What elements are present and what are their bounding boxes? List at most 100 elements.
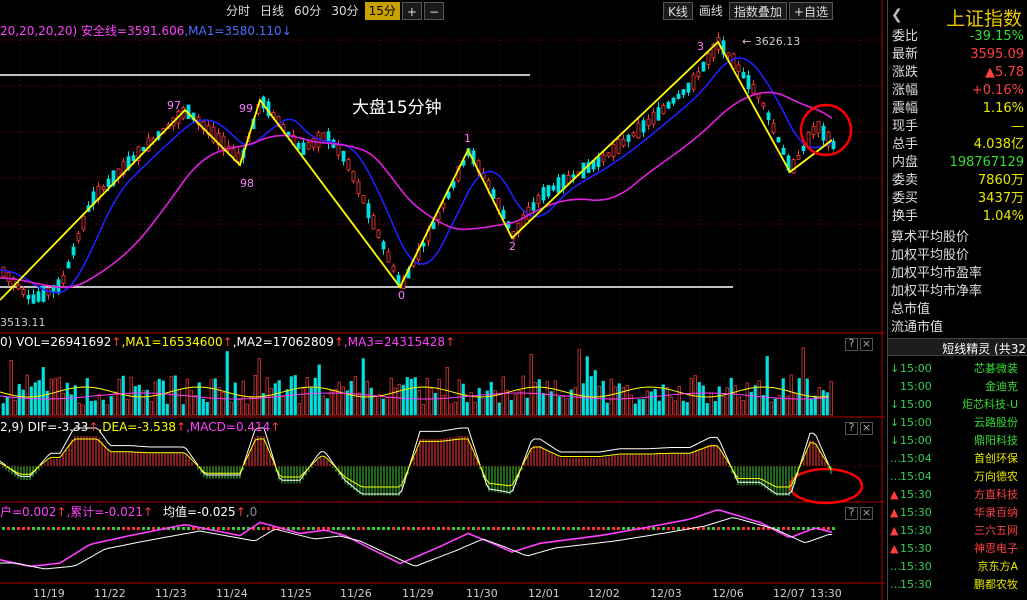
indicator-dot: [832, 527, 835, 530]
candle-body: [121, 160, 126, 176]
indicator-dot: [662, 527, 665, 530]
volume-bar: [245, 403, 249, 416]
index-stat-item[interactable]: 加权平均市盈率: [891, 266, 983, 281]
macd-panel-close-button[interactable]: ×: [860, 421, 873, 435]
alert-row[interactable]: … 15:30 京东方A: [890, 558, 1026, 576]
indicator-dot: [192, 527, 195, 530]
indicator-dot: [497, 527, 500, 530]
zoom-in-button[interactable]: +: [401, 2, 422, 20]
chart-canvas[interactable]: 97 99 98 1 0 2 3 ← 3626.13 3513.11 大盘15分钟 11/19 11/…: [0, 0, 885, 600]
alert-row[interactable]: ↓ 15:00 云路股份: [890, 414, 1026, 432]
volume-bar: [653, 389, 657, 416]
candle-body: [76, 232, 81, 241]
alert-row[interactable]: ▲ 15:30 神思电子: [890, 540, 1026, 558]
candle-body: [441, 202, 446, 209]
volume-bar: [21, 389, 25, 416]
volume-bar: [797, 378, 801, 416]
volume-bar: [465, 402, 469, 416]
volume-bar: [133, 386, 137, 416]
volume-bar: [777, 395, 781, 416]
wave-line: [0, 40, 833, 301]
candle-body: [556, 177, 561, 193]
indicator-dot: [802, 527, 805, 530]
alert-row[interactable]: 15:00 金迪克: [890, 378, 1026, 396]
indicator-dot: [462, 527, 465, 530]
index-stat-item[interactable]: 加权平均股价: [891, 248, 970, 263]
index-stat-item[interactable]: 加权平均市净率: [891, 284, 983, 299]
indicator-dot: [52, 527, 55, 530]
vol-panel-close-button[interactable]: ×: [860, 337, 873, 351]
candle-body: [131, 155, 136, 162]
volume-bar: [397, 384, 401, 416]
volume-bar: [505, 389, 509, 416]
alert-row[interactable]: ▲ 15:30 三六五网: [890, 522, 1026, 540]
kline-button[interactable]: K线: [663, 2, 693, 20]
ind3-panel-close-button[interactable]: ×: [860, 506, 873, 520]
period-fenshi-button[interactable]: 分时: [226, 4, 251, 18]
volume-bar: [373, 396, 377, 416]
indicator-dot: [437, 527, 440, 530]
alert-mark-icon: ▲: [890, 488, 899, 501]
indicator-dot: [562, 527, 565, 530]
ind3-panel-menu-button[interactable]: ?: [845, 507, 858, 520]
volume-bar: [365, 380, 369, 416]
add-watchlist-button[interactable]: +自选: [788, 2, 833, 20]
chart-area[interactable]: 97 99 98 1 0 2 3 ← 3626.13 3513.11 大盘15分钟 11/19 11/…: [0, 0, 885, 600]
volume-bar: [789, 374, 793, 416]
indicator-dot: [612, 527, 615, 530]
macd-panel-menu-button[interactable]: ?: [845, 422, 858, 435]
candle-body: [636, 122, 641, 139]
candle-body: [781, 147, 786, 155]
index-overlay-button[interactable]: 指数叠加: [728, 2, 787, 20]
volume-bar: [441, 394, 445, 416]
indicator-dot: [667, 527, 670, 530]
alert-row[interactable]: ↓ 15:00 鼎阳科技: [890, 432, 1026, 450]
volume-bar: [569, 389, 573, 416]
alert-row[interactable]: … 15:04 万向德农: [890, 468, 1026, 486]
volume-bar: [5, 397, 9, 416]
quote-row: 总手 4.038亿: [892, 136, 1024, 154]
alert-row[interactable]: … 15:30 鹏都农牧: [890, 576, 1026, 594]
vol-arrow: ↑: [111, 335, 122, 349]
period-30min-button[interactable]: 30分: [331, 4, 359, 18]
drawline-button[interactable]: 画线: [698, 4, 723, 18]
volume-bar: [277, 380, 281, 416]
volume-bar: [669, 396, 673, 416]
back-arrow-icon[interactable]: ❮: [891, 7, 903, 23]
alert-row[interactable]: ↓ 15:00 芯碁微装: [890, 360, 1026, 378]
period-15min-button[interactable]: 15分: [364, 2, 400, 20]
vol-panel-menu-button[interactable]: ?: [845, 338, 858, 351]
volume-bar: [773, 398, 777, 416]
volume-ma-line: [0, 386, 829, 398]
indicator-dot: [287, 527, 290, 530]
indicator-dot: [442, 527, 445, 530]
alert-row[interactable]: ▲ 15:30 华录百纳: [890, 504, 1026, 522]
volume-bar: [53, 378, 57, 416]
volume-bar: [57, 377, 61, 416]
index-stat-item[interactable]: 总市值: [891, 302, 931, 317]
period-60min-button[interactable]: 60分: [294, 4, 322, 18]
quote-value: 3437万: [977, 191, 1024, 206]
candle-body: [311, 137, 316, 148]
x-tick-label: 12/07: [773, 587, 805, 600]
indicator-dot: [392, 527, 395, 530]
alert-stock-name: 云路股份: [974, 416, 1018, 429]
alert-time: 15:30: [900, 542, 932, 555]
wave-label: 97: [167, 99, 181, 112]
indicator-dot: [67, 527, 70, 530]
alert-row[interactable]: ↓ 15:00 炬芯科技-U: [890, 396, 1026, 414]
indicator-dot: [402, 527, 405, 530]
alerts-header[interactable]: 短线精灵 (共32: [888, 338, 1027, 356]
candle-body: [691, 74, 696, 90]
volume-bar: [745, 382, 749, 416]
index-stat-item[interactable]: 算术平均股价: [891, 230, 970, 245]
candle-body: [646, 118, 651, 127]
index-stat-item[interactable]: 流通市值: [891, 320, 944, 335]
alert-row[interactable]: … 15:04 首创环保: [890, 450, 1026, 468]
indicator-dot: [372, 527, 375, 530]
period-day-button[interactable]: 日线: [260, 4, 285, 18]
x-tick-label: 13:30: [810, 587, 842, 600]
zoom-out-button[interactable]: −: [423, 2, 444, 20]
volume-bar: [501, 376, 505, 416]
alert-row[interactable]: ▲ 15:30 方直科技: [890, 486, 1026, 504]
